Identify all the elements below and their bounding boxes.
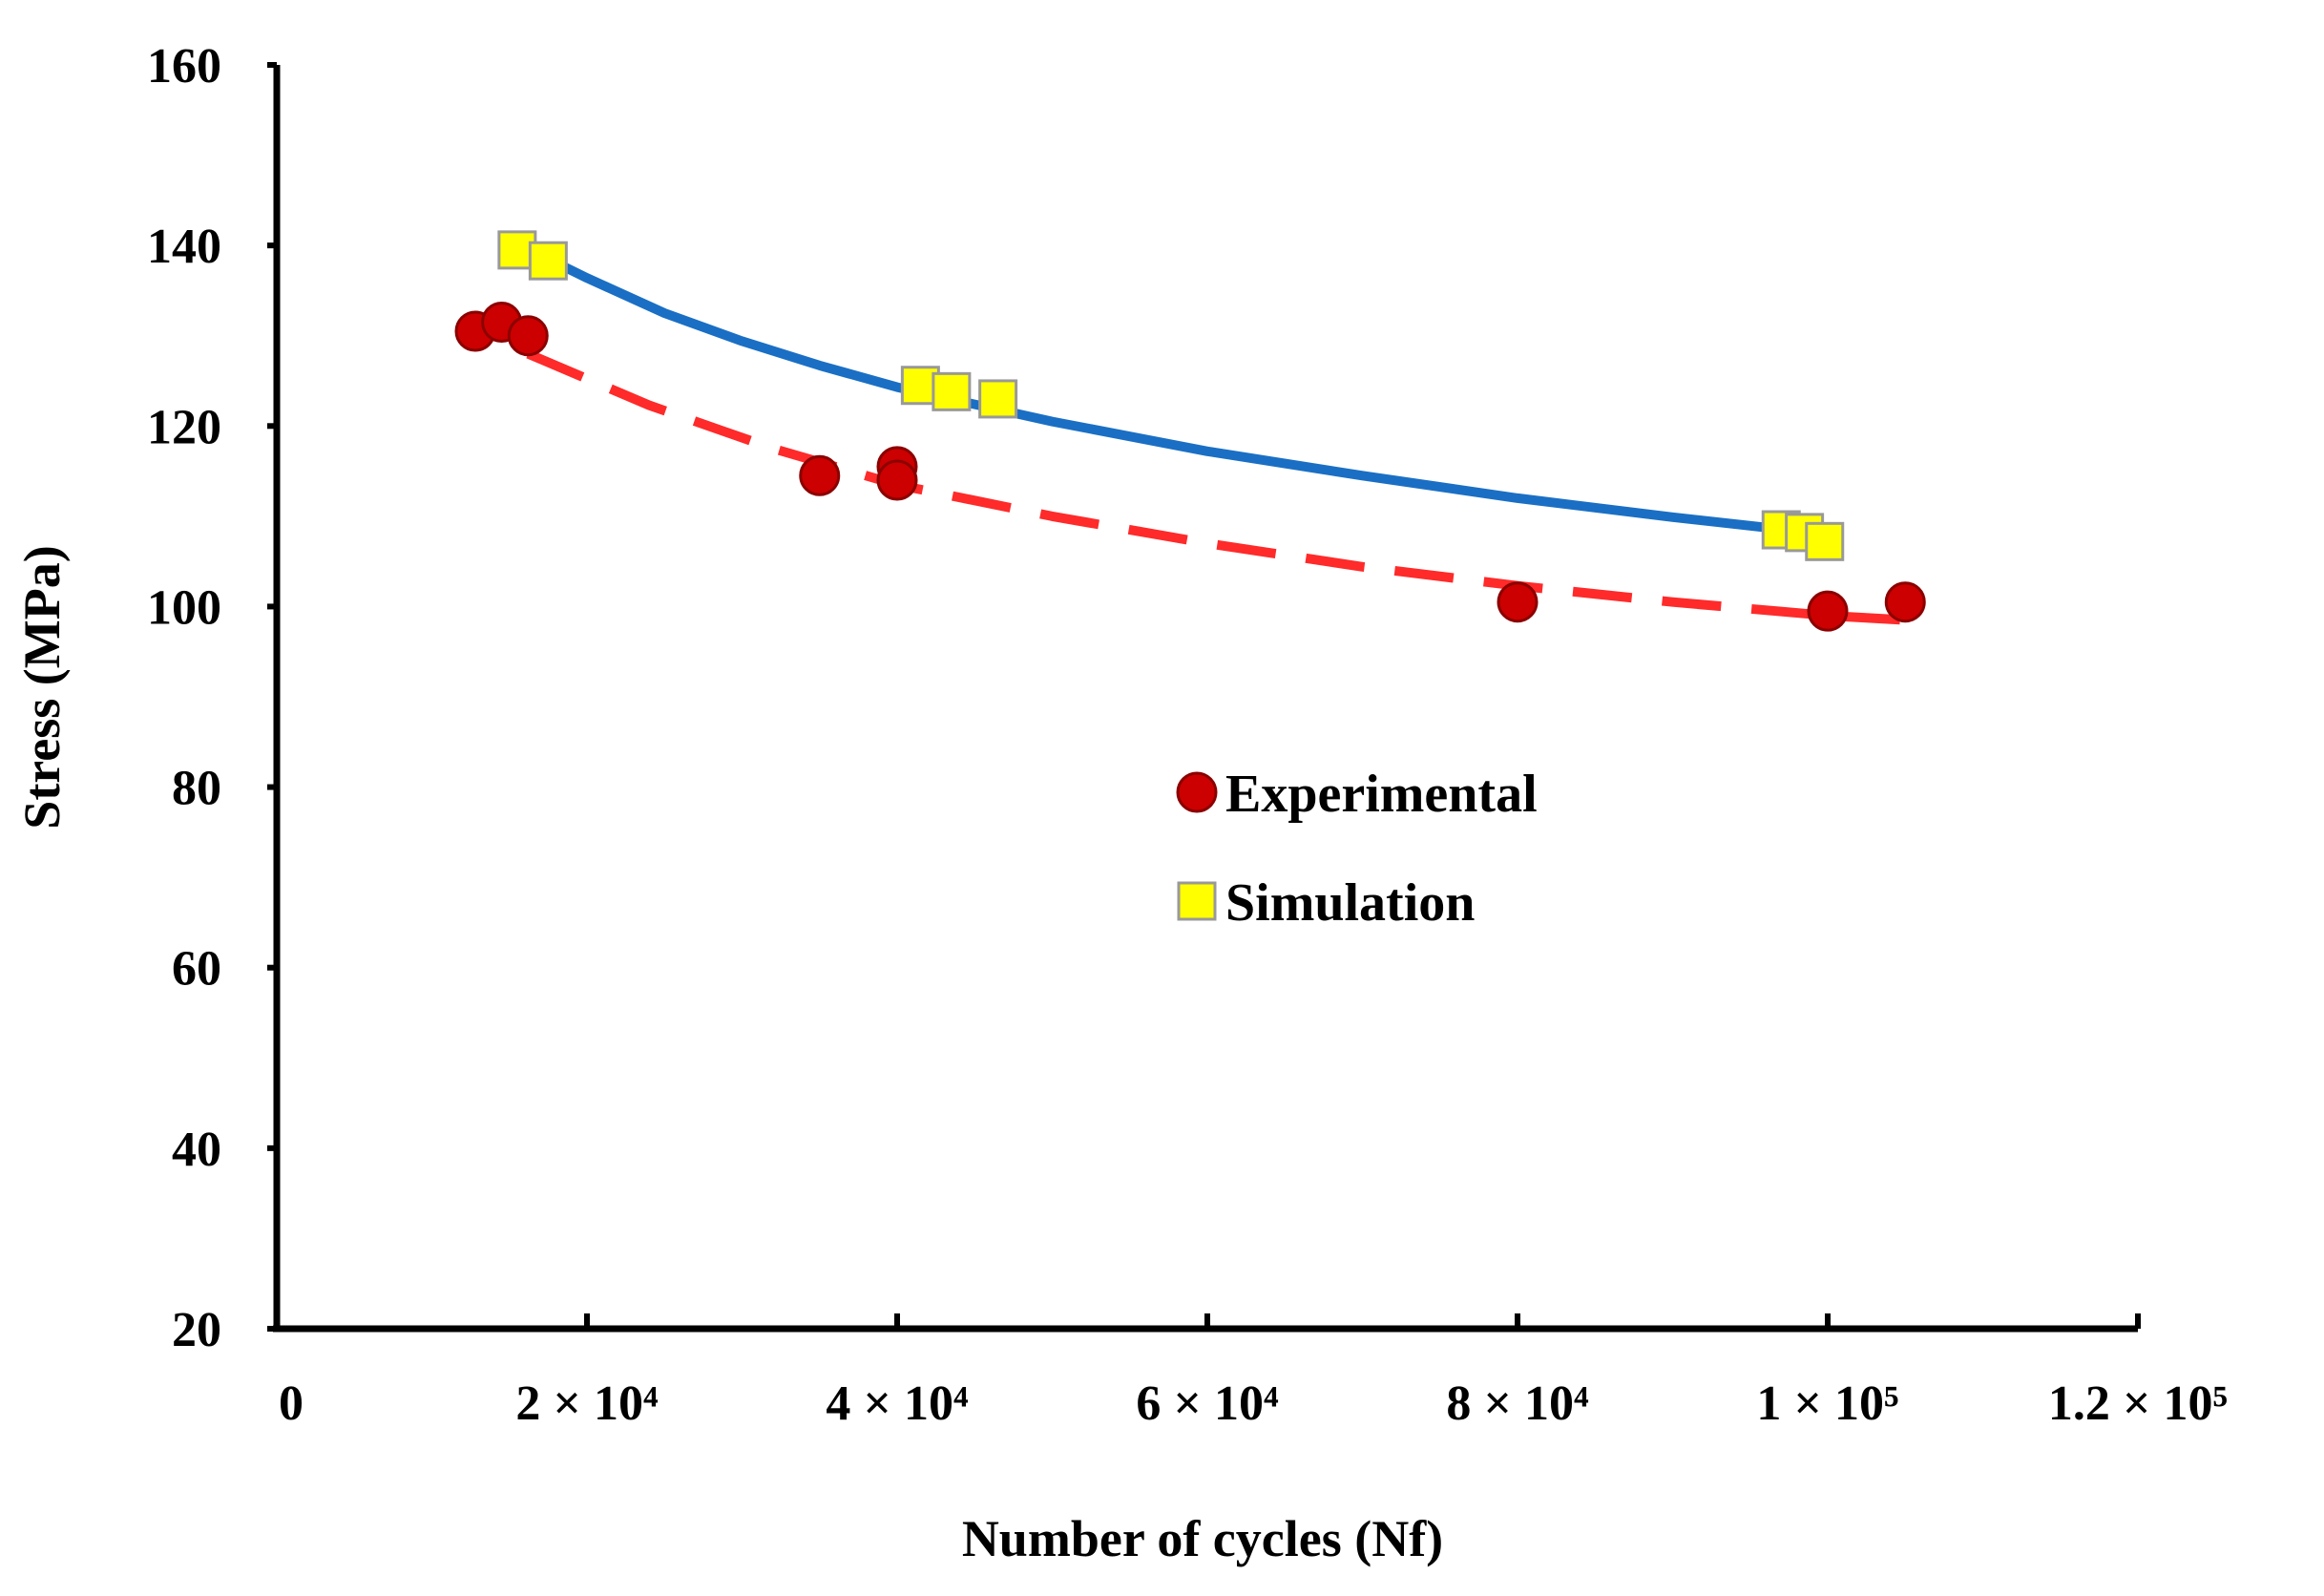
- x-axis-title: Number of cycles (Nf): [962, 1510, 1443, 1567]
- point-simulation: [528, 241, 568, 281]
- x-tick-label: 1.2 × 10⁵: [2048, 1376, 2228, 1431]
- x-tick-label: 6 × 10⁴: [1136, 1376, 1279, 1431]
- fit-line-simulation: [514, 239, 1829, 539]
- point-experimental: [1497, 581, 1539, 623]
- tick-labels: 20 40 60 80 100 120 140 160 0 2 × 10⁴ 4 × 10⁴ 6 × 1…: [147, 39, 2228, 1431]
- point-simulation: [932, 371, 972, 411]
- y-tick-label: 120: [147, 400, 221, 454]
- point-simulation: [978, 379, 1018, 419]
- axes: [267, 62, 2141, 1333]
- y-tick-label: 160: [147, 39, 221, 94]
- y-tick-label: 80: [172, 762, 221, 816]
- x-tick-label: 1 × 10⁵: [1756, 1376, 1898, 1431]
- y-tick-label: 140: [147, 220, 221, 274]
- fit-line-experimental: [526, 348, 1906, 625]
- point-experimental: [507, 315, 549, 357]
- x-tick-label: 2 × 10⁴: [515, 1376, 659, 1431]
- point-experimental: [1884, 581, 1926, 623]
- x-tick-label: 8 × 10⁴: [1446, 1376, 1589, 1431]
- y-axis-title: Stress (MPa): [13, 545, 71, 829]
- legend-marker-simulation: [1177, 881, 1217, 921]
- fit-lines: [514, 239, 1906, 625]
- point-experimental: [1807, 590, 1849, 632]
- legend: Experimental Simulation: [1176, 765, 1538, 933]
- data-points: [454, 230, 1926, 632]
- y-tick-label: 100: [147, 580, 221, 635]
- point-experimental: [876, 459, 918, 501]
- y-tick-label: 40: [172, 1123, 221, 1177]
- legend-label-simulation: Simulation: [1225, 873, 1475, 933]
- x-tick-label: 4 × 10⁴: [826, 1376, 969, 1431]
- point-simulation: [1805, 521, 1845, 561]
- y-tick-label: 60: [172, 942, 221, 997]
- legend-marker-experimental: [1176, 771, 1218, 813]
- x-tick-label: 0: [279, 1376, 304, 1431]
- point-experimental: [799, 454, 841, 496]
- y-tick-label: 20: [172, 1303, 221, 1357]
- legend-label-experimental: Experimental: [1225, 765, 1538, 824]
